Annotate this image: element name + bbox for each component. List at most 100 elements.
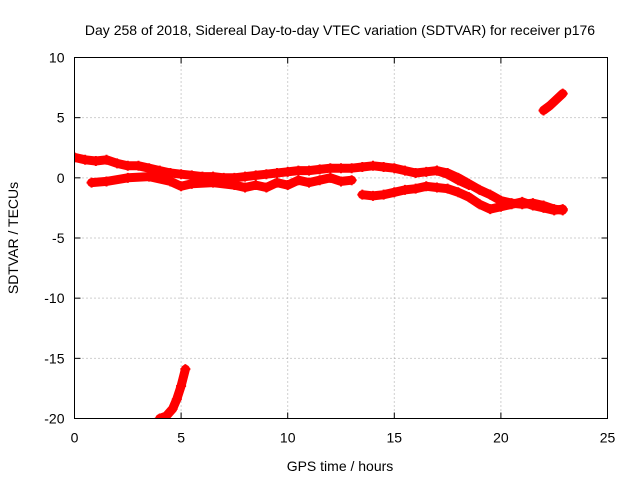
data-point bbox=[101, 176, 112, 187]
data-point bbox=[357, 189, 368, 200]
data-point bbox=[86, 177, 97, 188]
y-tick-label: 10 bbox=[49, 50, 65, 66]
data-point bbox=[325, 163, 336, 174]
data-point bbox=[431, 182, 442, 193]
data-point bbox=[336, 163, 346, 174]
data-point bbox=[557, 88, 568, 99]
data-point bbox=[272, 177, 283, 188]
data-point bbox=[180, 364, 191, 375]
data-point bbox=[463, 178, 474, 189]
data-point bbox=[314, 175, 325, 186]
y-tick-label: -5 bbox=[52, 230, 65, 246]
series-trace-track-6 bbox=[539, 89, 568, 115]
data-point bbox=[171, 394, 182, 405]
chart-title: Day 258 of 2018, Sidereal Day-to-day VTE… bbox=[85, 22, 595, 38]
data-point bbox=[165, 176, 176, 187]
data-point bbox=[442, 183, 453, 194]
data-point bbox=[176, 181, 187, 192]
data-point bbox=[453, 187, 464, 198]
data-point bbox=[378, 162, 389, 173]
data-point bbox=[325, 172, 336, 183]
data-point bbox=[161, 411, 172, 419]
data-point bbox=[453, 172, 464, 183]
data-point bbox=[144, 163, 155, 174]
x-tick-label: 5 bbox=[177, 430, 185, 446]
data-point bbox=[250, 170, 261, 181]
y-tick-label: 5 bbox=[57, 110, 65, 126]
data-point bbox=[293, 165, 304, 176]
x-tick-label: 0 bbox=[71, 430, 79, 446]
data-point bbox=[304, 165, 315, 176]
data-point bbox=[517, 199, 528, 210]
data-point bbox=[229, 180, 240, 191]
data-point bbox=[261, 169, 272, 180]
data-point bbox=[154, 165, 165, 176]
data-point bbox=[240, 182, 251, 193]
y-tick-label: -15 bbox=[44, 350, 64, 366]
data-point bbox=[399, 184, 410, 195]
data-point bbox=[346, 175, 357, 186]
data-point bbox=[495, 195, 506, 206]
x-tick-label: 25 bbox=[600, 430, 616, 446]
data-point bbox=[176, 169, 187, 180]
data-point bbox=[538, 200, 549, 211]
data-point bbox=[186, 178, 197, 189]
data-point bbox=[167, 403, 178, 414]
data-point bbox=[186, 170, 197, 181]
data-point bbox=[544, 100, 555, 111]
data-point bbox=[474, 199, 485, 210]
data-point bbox=[551, 94, 562, 105]
y-tick-label: 0 bbox=[57, 170, 65, 186]
x-axis-label: GPS time / hours bbox=[287, 458, 394, 474]
data-point bbox=[538, 105, 549, 116]
data-point bbox=[122, 172, 133, 183]
data-point bbox=[122, 160, 133, 171]
data-point bbox=[80, 154, 91, 165]
data-point bbox=[304, 177, 315, 188]
data-point bbox=[261, 182, 272, 193]
data-point bbox=[399, 165, 410, 176]
x-tick-label: 15 bbox=[387, 430, 403, 446]
data-point bbox=[367, 190, 378, 201]
data-point bbox=[431, 165, 442, 176]
data-point bbox=[346, 163, 357, 174]
data-point bbox=[144, 171, 155, 182]
data-point bbox=[282, 166, 293, 177]
tick-layer: 0 5 10 15 20 25 -20 -15 -10 -5 0 5 10 bbox=[44, 50, 615, 446]
data-point bbox=[474, 184, 485, 195]
data-point bbox=[389, 163, 400, 174]
data-point bbox=[154, 413, 165, 419]
data-point bbox=[549, 204, 560, 215]
data-point bbox=[282, 180, 293, 191]
data-point bbox=[357, 162, 368, 173]
data-point bbox=[208, 177, 219, 188]
data-point bbox=[176, 381, 187, 392]
data-point bbox=[165, 168, 176, 179]
data-point bbox=[74, 152, 80, 163]
x-tick-label: 20 bbox=[493, 430, 509, 446]
plot-frame bbox=[74, 57, 608, 419]
data-point bbox=[90, 155, 101, 166]
data-point bbox=[485, 204, 496, 215]
data-point bbox=[101, 154, 112, 165]
data-point bbox=[389, 187, 400, 198]
data-point bbox=[463, 192, 474, 203]
x-tick-label: 10 bbox=[280, 430, 296, 446]
data-point bbox=[410, 183, 421, 194]
data-point bbox=[557, 205, 568, 216]
data-point bbox=[527, 198, 538, 209]
data-point bbox=[112, 158, 123, 169]
y-tick-label: -20 bbox=[44, 411, 64, 427]
data-point bbox=[442, 168, 453, 179]
trace-layer bbox=[74, 88, 568, 419]
data-point bbox=[410, 168, 421, 179]
data-point bbox=[336, 176, 346, 187]
data-point bbox=[421, 166, 432, 177]
y-axis-label: SDTVAR / TECUs bbox=[5, 182, 21, 294]
data-point bbox=[506, 198, 517, 209]
data-point bbox=[293, 175, 304, 186]
data-point bbox=[485, 189, 496, 200]
data-point bbox=[250, 180, 261, 191]
data-point bbox=[133, 160, 144, 171]
